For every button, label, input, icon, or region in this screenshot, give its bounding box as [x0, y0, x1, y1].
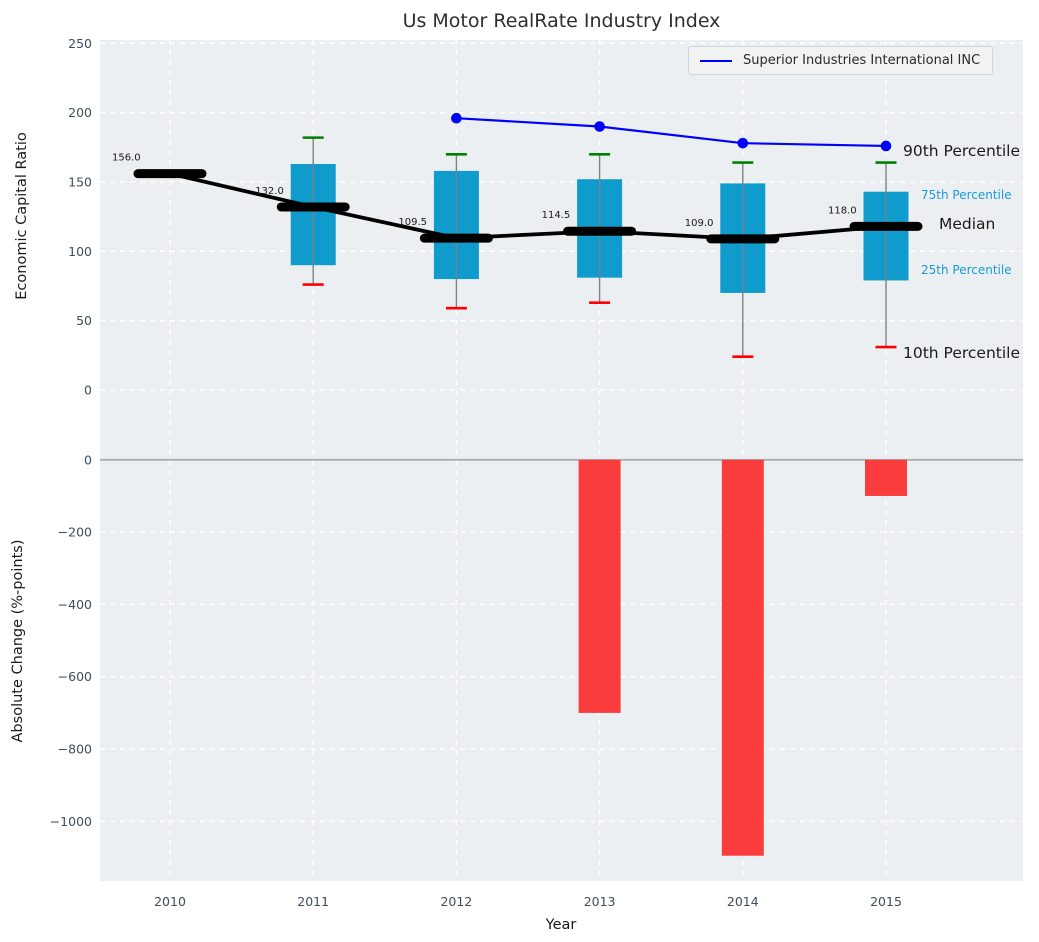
ytick-label-top: 250: [68, 36, 92, 51]
median-value-label-2015: 118.0: [828, 205, 857, 216]
median-value-label-2011: 132.0: [255, 186, 284, 197]
ytick-label-bottom: −200: [58, 525, 92, 540]
xtick-label: 2011: [297, 894, 329, 909]
ytick-label-bottom: −1000: [50, 814, 92, 829]
legend: Superior Industries International INC: [688, 46, 994, 75]
annotation-10th-percentile: 10th Percentile: [903, 344, 1021, 362]
ytick-label-top: 200: [68, 105, 92, 120]
ytick-label-bottom: −600: [58, 669, 92, 684]
legend-label: Superior Industries International INC: [743, 53, 981, 68]
ytick-label-top: 50: [76, 313, 92, 328]
xtick-label: 2010: [154, 894, 186, 909]
change-bar-2015: [865, 459, 907, 496]
ytick-label-top: 0: [84, 383, 92, 398]
annotation-median: Median: [939, 215, 996, 233]
ytick-label-bottom: −400: [58, 597, 92, 612]
chart-title: Us Motor RealRate Industry Index: [402, 10, 721, 32]
change-bar-2014: [721, 459, 764, 856]
legend-line-swatch-icon: [700, 59, 732, 62]
xtick-label: 2015: [870, 894, 902, 909]
ytick-label-bottom: −800: [58, 742, 92, 757]
ytick-label-bottom: 0: [84, 452, 92, 467]
plot-background-bottom: [100, 425, 1023, 881]
x-axis-label: Year: [545, 917, 577, 933]
xtick-label: 2014: [727, 894, 759, 909]
y-axis-label-bottom: Absolute Change (%-points): [10, 540, 26, 743]
company-point-2013: [594, 121, 605, 132]
annotation-90th-percentile: 90th Percentile: [903, 142, 1021, 160]
company-point-2015: [880, 140, 892, 152]
ytick-label-top: 150: [68, 174, 92, 189]
company-point-2012: [451, 112, 462, 124]
xtick-label: 2013: [584, 894, 616, 909]
xtick-label: 2012: [440, 894, 472, 909]
median-value-label-2012: 109.5: [398, 217, 427, 228]
company-point-2014: [737, 137, 749, 149]
annotation-25th-percentile: 25th Percentile: [921, 263, 1012, 277]
median-value-label-2014: 109.0: [685, 218, 714, 229]
annotation-75th-percentile: 75th Percentile: [921, 188, 1012, 202]
change-bar-2013: [578, 459, 621, 713]
median-value-label-2010: 156.0: [112, 153, 141, 164]
median-value-label-2013: 114.5: [542, 210, 571, 221]
company-line: [456, 117, 887, 148]
y-axis-label-top: Economic Capital Ratio: [14, 132, 30, 300]
ytick-label-top: 100: [68, 244, 92, 259]
